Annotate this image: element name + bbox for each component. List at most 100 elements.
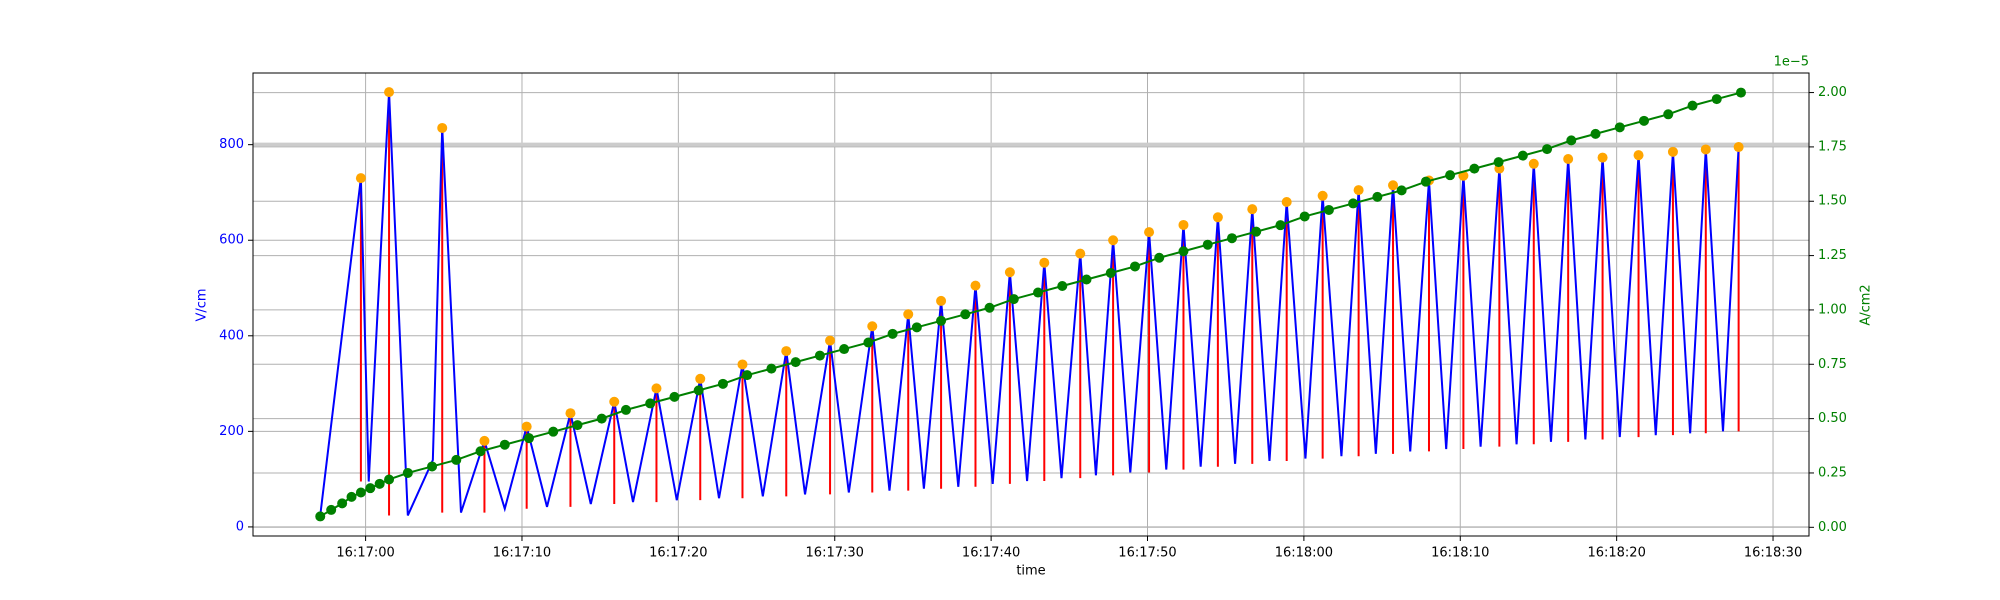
series-marker bbox=[766, 363, 777, 374]
series-marker bbox=[1008, 294, 1019, 305]
y2-tick-label: 0.00 bbox=[1818, 520, 1847, 535]
series-marker bbox=[1396, 185, 1407, 196]
scatter-point bbox=[565, 408, 576, 419]
x-tick-label: 16:17:50 bbox=[1118, 546, 1176, 561]
series-marker bbox=[911, 322, 922, 333]
series-marker bbox=[1275, 220, 1286, 231]
scatter-point bbox=[609, 396, 620, 407]
series-marker bbox=[1517, 150, 1528, 161]
scatter-point bbox=[1281, 197, 1292, 208]
series-marker bbox=[1226, 233, 1237, 244]
series-marker bbox=[1469, 163, 1480, 174]
series-marker bbox=[326, 504, 337, 515]
series-marker bbox=[984, 302, 995, 313]
series-marker bbox=[790, 357, 801, 368]
series-marker bbox=[596, 413, 607, 424]
series-marker bbox=[374, 478, 385, 489]
scatter-point bbox=[1733, 142, 1744, 153]
y-axis-label: V/cm bbox=[195, 288, 210, 321]
scatter-point bbox=[1667, 146, 1678, 157]
scatter-point bbox=[867, 321, 878, 332]
scatter-point bbox=[1353, 185, 1364, 196]
series-marker bbox=[1542, 144, 1553, 155]
series-marker bbox=[1711, 94, 1722, 105]
scatter-point bbox=[479, 435, 490, 446]
series-marker bbox=[337, 498, 348, 509]
scatter-point bbox=[355, 173, 366, 184]
series-marker bbox=[1033, 287, 1044, 298]
scatter-point bbox=[1247, 204, 1258, 215]
series-marker bbox=[451, 454, 462, 465]
series-marker bbox=[1493, 157, 1504, 168]
series-marker bbox=[1178, 246, 1189, 257]
scatter-point bbox=[1563, 154, 1574, 165]
y-tick-label: 800 bbox=[219, 137, 244, 152]
series-marker bbox=[346, 491, 357, 502]
series-marker bbox=[742, 370, 753, 381]
scatter-point bbox=[1317, 190, 1328, 201]
scatter-point bbox=[1178, 219, 1189, 230]
scatter-point bbox=[1075, 248, 1086, 259]
series-marker bbox=[572, 420, 583, 431]
scatter-point bbox=[384, 87, 395, 98]
y2-tick-label: 0.75 bbox=[1818, 357, 1847, 372]
series-marker bbox=[839, 344, 850, 355]
series-marker bbox=[1420, 176, 1431, 187]
series-marker bbox=[1299, 211, 1310, 222]
series-marker bbox=[427, 461, 438, 472]
series-marker bbox=[1057, 281, 1068, 292]
scatter-point bbox=[1004, 267, 1015, 278]
series-marker bbox=[1372, 191, 1383, 202]
y2-tick-label: 1.00 bbox=[1818, 302, 1847, 317]
series-marker bbox=[863, 337, 874, 348]
series-marker bbox=[1129, 261, 1140, 272]
series-marker bbox=[499, 439, 510, 450]
series-marker bbox=[1323, 204, 1334, 215]
x-tick-label: 16:17:40 bbox=[962, 546, 1020, 561]
series-marker bbox=[1202, 239, 1213, 250]
x-tick-label: 16:17:30 bbox=[806, 546, 864, 561]
scatter-point bbox=[1633, 150, 1644, 161]
series-marker bbox=[936, 315, 947, 326]
scatter-point bbox=[1039, 257, 1050, 268]
y2-tick-label: 1.75 bbox=[1818, 139, 1847, 154]
series-marker bbox=[1081, 274, 1092, 285]
series-marker bbox=[1105, 267, 1116, 278]
scatter-point bbox=[437, 122, 448, 133]
y-tick-label: 0 bbox=[236, 519, 244, 534]
scatter-point bbox=[1597, 152, 1608, 163]
series-marker bbox=[1590, 128, 1601, 139]
y2-axis-label: A/cm2 bbox=[1859, 284, 1874, 325]
scatter-point bbox=[1108, 235, 1119, 246]
y-tick-label: 600 bbox=[219, 233, 244, 248]
y2-tick-label: 2.00 bbox=[1818, 85, 1847, 100]
series-marker bbox=[1735, 87, 1746, 98]
series-marker bbox=[717, 378, 728, 389]
scatter-point bbox=[970, 280, 981, 291]
scatter-point bbox=[903, 309, 914, 320]
scatter-point bbox=[1528, 158, 1539, 169]
x-axis-label: time bbox=[1016, 564, 1045, 579]
series-marker bbox=[669, 391, 680, 402]
x-tick-label: 16:18:30 bbox=[1744, 546, 1802, 561]
plot-frame bbox=[252, 72, 1810, 537]
series-marker bbox=[620, 404, 631, 415]
scatter-point bbox=[521, 421, 532, 432]
series-marker bbox=[475, 446, 486, 457]
series-marker bbox=[1566, 135, 1577, 146]
series-marker bbox=[524, 433, 535, 444]
x-tick-label: 16:17:10 bbox=[493, 546, 551, 561]
scatter-point bbox=[651, 383, 662, 394]
series-marker bbox=[315, 511, 326, 522]
series-marker bbox=[1348, 198, 1359, 209]
scatter-point bbox=[737, 359, 748, 370]
series-marker bbox=[693, 385, 704, 396]
series-marker bbox=[887, 328, 898, 339]
series-marker bbox=[1251, 226, 1262, 237]
series-marker bbox=[365, 483, 376, 494]
series-marker bbox=[1639, 115, 1650, 126]
y-tick-label: 200 bbox=[219, 424, 244, 439]
scatter-point bbox=[1700, 144, 1711, 155]
